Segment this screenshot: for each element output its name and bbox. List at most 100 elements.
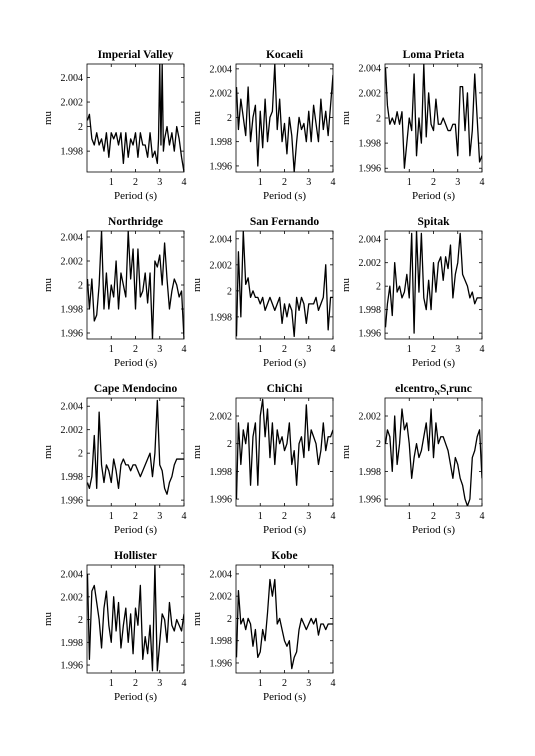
y-tick-label: 2.002: [359, 412, 382, 423]
y-tick-label: 1.996: [359, 495, 382, 506]
title-segment: S: [440, 383, 446, 395]
y-tick-label: 2.004: [210, 64, 233, 75]
x-tick-label: 1: [258, 177, 263, 188]
y-tick-label: 2.002: [61, 98, 84, 109]
x-tick-label: 3: [455, 511, 460, 522]
y-tick-label: 2.002: [210, 260, 233, 271]
y-tick-label: 1.998: [61, 305, 84, 316]
y-tick-label: 1.998: [210, 636, 233, 647]
y-tick-label: 2.004: [210, 569, 233, 580]
y-tick-label: 2.002: [210, 592, 233, 603]
x-axis-label: Period (s): [263, 190, 306, 202]
y-tick-label: 2: [227, 439, 232, 450]
y-tick-label: 1.998: [359, 139, 382, 150]
y-tick-label: 1.996: [210, 161, 233, 172]
x-tick-label: 3: [306, 177, 311, 188]
subplot: Kobe 1 2 3 4 1.996 1.998 2 2.002 2.004 Period (s) m…: [191, 550, 336, 703]
x-tick-label: 4: [182, 344, 187, 355]
subplot: Imperial Valley 1 2 3 4 1.998 2 2.002 2.004 Perio…: [42, 49, 187, 202]
series-line: [385, 231, 482, 334]
series-line: [385, 408, 482, 506]
x-axis-label: Period (s): [114, 524, 157, 536]
y-tick-label: 1.996: [359, 164, 382, 175]
y-tick-label: 2: [376, 114, 381, 125]
x-tick-label: 4: [480, 177, 485, 188]
x-axis-label: Period (s): [412, 357, 455, 369]
x-tick-label: 4: [331, 678, 336, 689]
y-tick-label: 1.998: [210, 312, 233, 323]
y-tick-label: 1.998: [61, 147, 84, 158]
x-tick-label: 4: [182, 511, 187, 522]
y-tick-label: 1.996: [61, 329, 84, 340]
x-tick-label: 1: [407, 177, 412, 188]
y-tick-label: 1.996: [210, 495, 233, 506]
x-axis-label: Period (s): [263, 691, 306, 703]
x-tick-label: 2: [431, 511, 436, 522]
x-tick-label: 1: [407, 344, 412, 355]
subplot: ChiChi 1 2 3 4 1.996 1.998 2 2.002 Period (s) mu: [191, 383, 336, 536]
x-axis-label: Period (s): [114, 691, 157, 703]
x-tick-label: 2: [431, 344, 436, 355]
x-tick-label: 2: [133, 511, 138, 522]
axes-box: [384, 63, 483, 173]
y-tick-label: 2.002: [210, 89, 233, 100]
y-tick-label: 2: [376, 439, 381, 450]
chart-title: Northridge: [108, 216, 163, 228]
x-tick-label: 4: [182, 177, 187, 188]
x-tick-label: 4: [331, 511, 336, 522]
y-tick-label: 2.004: [210, 234, 233, 245]
x-tick-label: 3: [157, 511, 162, 522]
y-axis-label: mu: [191, 444, 203, 459]
y-tick-label: 2.002: [61, 257, 84, 268]
y-tick-label: 1.996: [210, 658, 233, 669]
y-tick-label: 2: [227, 614, 232, 625]
x-axis-label: Period (s): [412, 190, 455, 202]
x-tick-label: 3: [306, 678, 311, 689]
y-tick-label: 2: [78, 281, 83, 292]
y-tick-label: 1.996: [359, 329, 382, 340]
series-line: [87, 565, 184, 672]
x-tick-label: 4: [480, 511, 485, 522]
chart-title: Cape Mendocino: [94, 383, 178, 395]
y-axis-label: mu: [42, 110, 54, 125]
x-tick-label: 1: [258, 344, 263, 355]
chart-title: elcentroNStrunc: [395, 383, 472, 397]
x-tick-label: 1: [109, 678, 114, 689]
series-line: [236, 578, 333, 670]
x-tick-label: 2: [282, 678, 287, 689]
subplot: Cape Mendocino 1 2 3 4 1.996 1.998 2 2.002 2.004 P…: [42, 383, 187, 536]
subplot: Northridge 1 2 3 4 1.996 1.998 2 2.002 2.004 Perio…: [42, 216, 187, 369]
y-tick-label: 1.998: [61, 472, 84, 483]
y-tick-label: 2.002: [61, 592, 84, 603]
y-tick-label: 2: [78, 122, 83, 133]
chart-title: Kobe: [271, 550, 297, 562]
y-tick-label: 2: [227, 113, 232, 124]
x-tick-label: 4: [331, 344, 336, 355]
y-tick-label: 2.004: [61, 402, 84, 413]
y-axis-label: mu: [191, 110, 203, 125]
chart-title: San Fernando: [250, 216, 320, 228]
series-line: [236, 231, 333, 338]
axes-box: [235, 397, 334, 507]
y-tick-label: 2: [78, 449, 83, 460]
y-tick-label: 2.002: [210, 412, 233, 423]
subplot: Kocaeli 1 2 3 4 1.996 1.998 2 2.002 2.004 Period (…: [191, 49, 336, 202]
y-axis-label: mu: [191, 277, 203, 292]
y-axis-label: mu: [42, 444, 54, 459]
x-tick-label: 4: [182, 678, 187, 689]
series-line: [236, 64, 333, 172]
y-tick-label: 2.004: [61, 233, 84, 244]
series-line: [87, 399, 184, 495]
x-axis-label: Period (s): [263, 524, 306, 536]
chart-title: Spitak: [418, 216, 451, 228]
y-axis-label: mu: [42, 277, 54, 292]
x-tick-label: 1: [258, 511, 263, 522]
subplot: Hollister 1 2 3 4 1.996 1.998 2 2.002 2.004 Period…: [42, 550, 187, 703]
title-segment: runc: [449, 383, 472, 395]
axes-box: [86, 63, 185, 173]
axes-box: [235, 63, 334, 173]
title-subscript: t: [446, 388, 449, 397]
y-axis-label: mu: [42, 611, 54, 626]
x-tick-label: 3: [157, 678, 162, 689]
axes-box: [235, 564, 334, 674]
